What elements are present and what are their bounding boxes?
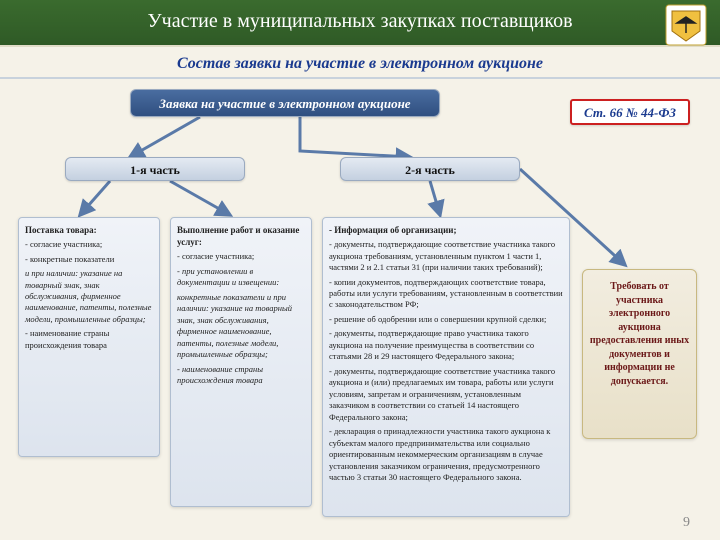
root-node: Заявка на участие в электронном аукционе (130, 89, 440, 117)
col-line: и при наличии: указание на товарный знак… (25, 268, 153, 325)
part-2-node: 2-я часть (340, 157, 520, 181)
prohibition-box: Требовать от участника электронного аукц… (582, 269, 697, 439)
col1-heading: Поставка товара: (25, 224, 153, 236)
law-reference: Ст. 66 № 44-ФЗ (570, 99, 690, 125)
col-line: - документы, подтверждающие соответствие… (329, 366, 563, 423)
col-line: - декларация о принадлежности участника … (329, 426, 563, 483)
column-org-info: - Информация об организации; - документы… (322, 217, 570, 517)
col-line: - наименование страны происхождения това… (177, 364, 305, 387)
col-line: - документы, подтверждающие право участн… (329, 328, 563, 362)
column-goods: Поставка товара: - согласие участника; - … (18, 217, 160, 457)
col-line: - документы, подтверждающие соответствие… (329, 239, 563, 273)
title-bar: Участие в муниципальных закупках поставщ… (0, 0, 720, 47)
emblem-icon (664, 3, 708, 47)
col2-heading: Выполнение работ и оказание услуг: (177, 224, 305, 248)
col-line: - при установлении в документации и изве… (177, 266, 305, 289)
part-1-node: 1-я часть (65, 157, 245, 181)
col3-heading: - Информация об организации; (329, 224, 563, 236)
col-line: - копии документов, подтверждающих соотв… (329, 277, 563, 311)
subtitle: Состав заявки на участие в электронном а… (0, 47, 720, 79)
col-line: конкретные показатели и при наличии: ука… (177, 292, 305, 361)
column-works: Выполнение работ и оказание услуг: - сог… (170, 217, 312, 507)
col-line: - наименование страны происхождения това… (25, 328, 153, 351)
page-number: 9 (683, 515, 690, 531)
page-title: Участие в муниципальных закупках поставщ… (147, 10, 572, 32)
col-line: - конкретные показатели (25, 254, 153, 265)
col-line: - решение об одобрении или о совершении … (329, 314, 563, 325)
diagram-canvas: Заявка на участие в электронном аукционе… (0, 79, 720, 539)
col-line: - согласие участника; (25, 239, 153, 250)
col-line: - согласие участника; (177, 251, 305, 262)
